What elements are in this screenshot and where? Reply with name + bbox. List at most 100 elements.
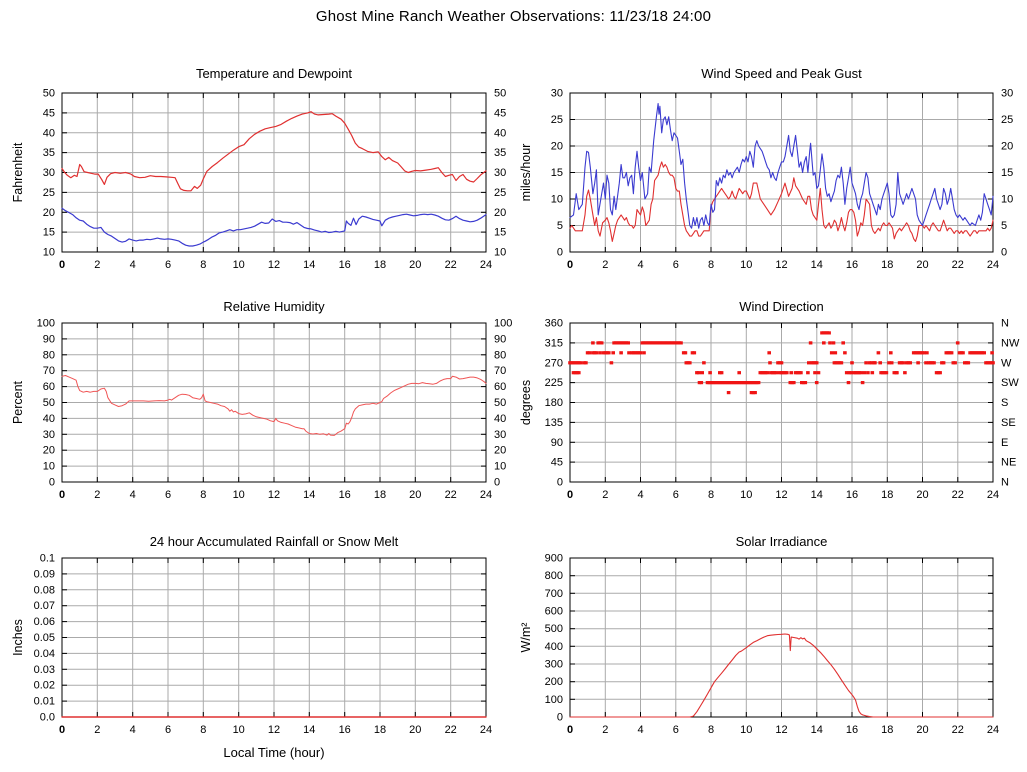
svg-text:Inches: Inches: [11, 619, 25, 656]
svg-text:0: 0: [567, 489, 573, 501]
svg-text:2: 2: [94, 259, 100, 271]
svg-text:16: 16: [339, 259, 351, 271]
svg-text:20: 20: [916, 724, 928, 736]
scatter-points: [568, 331, 995, 395]
svg-text:2: 2: [602, 724, 608, 736]
svg-text:10: 10: [43, 461, 55, 473]
svg-text:50: 50: [43, 397, 55, 409]
svg-text:24: 24: [480, 489, 492, 501]
svg-text:16: 16: [846, 489, 858, 501]
svg-text:5: 5: [557, 220, 563, 232]
svg-text:W/m²: W/m²: [519, 623, 533, 653]
svg-text:2: 2: [602, 489, 608, 501]
svg-text:70: 70: [43, 365, 55, 377]
svg-text:0: 0: [1001, 247, 1007, 259]
series-line: [569, 161, 994, 242]
svg-text:8: 8: [708, 724, 714, 736]
svg-text:8: 8: [200, 259, 206, 271]
svg-text:8: 8: [200, 724, 206, 736]
svg-text:24: 24: [987, 724, 999, 736]
svg-text:14: 14: [811, 259, 823, 271]
svg-text:360: 360: [545, 318, 563, 330]
svg-text:400: 400: [545, 641, 563, 653]
svg-text:60: 60: [43, 381, 55, 393]
svg-text:10: 10: [1001, 194, 1013, 206]
svg-text:50: 50: [43, 88, 55, 100]
svg-text:15: 15: [43, 227, 55, 239]
svg-text:5: 5: [1001, 220, 1007, 232]
svg-text:10: 10: [494, 461, 506, 473]
svg-text:2: 2: [94, 724, 100, 736]
svg-text:45: 45: [551, 457, 563, 469]
svg-text:25: 25: [494, 187, 506, 199]
svg-text:180: 180: [545, 397, 563, 409]
svg-text:40: 40: [43, 413, 55, 425]
svg-text:10: 10: [551, 194, 563, 206]
svg-text:22: 22: [445, 259, 457, 271]
svg-text:10: 10: [43, 247, 55, 259]
svg-text:18: 18: [881, 259, 893, 271]
svg-text:24: 24: [987, 489, 999, 501]
svg-text:0.1: 0.1: [40, 553, 55, 565]
svg-text:40: 40: [43, 127, 55, 139]
svg-text:200: 200: [545, 676, 563, 688]
svg-text:45: 45: [494, 107, 506, 119]
svg-text:25: 25: [1001, 114, 1013, 126]
svg-text:35: 35: [494, 147, 506, 159]
svg-text:degrees: degrees: [519, 380, 533, 425]
svg-text:10: 10: [494, 247, 506, 259]
svg-text:NW: NW: [1001, 337, 1020, 349]
svg-text:0: 0: [494, 477, 500, 489]
svg-text:20: 20: [494, 445, 506, 457]
svg-text:16: 16: [339, 489, 351, 501]
svg-text:16: 16: [846, 724, 858, 736]
svg-text:14: 14: [303, 489, 315, 501]
svg-text:15: 15: [494, 227, 506, 239]
svg-text:4: 4: [130, 489, 136, 501]
page-title: Ghost Mine Ranch Weather Observations: 1…: [315, 8, 712, 25]
svg-text:80: 80: [43, 349, 55, 361]
svg-text:22: 22: [952, 489, 964, 501]
svg-text:0.08: 0.08: [34, 584, 55, 596]
svg-text:14: 14: [811, 489, 823, 501]
svg-text:25: 25: [43, 187, 55, 199]
svg-text:12: 12: [268, 724, 280, 736]
svg-text:6: 6: [673, 259, 679, 271]
svg-text:270: 270: [545, 357, 563, 369]
svg-text:60: 60: [494, 381, 506, 393]
svg-text:20: 20: [494, 207, 506, 219]
svg-text:W: W: [1001, 357, 1012, 369]
svg-text:6: 6: [165, 724, 171, 736]
svg-text:15: 15: [1001, 167, 1013, 179]
svg-text:30: 30: [1001, 88, 1013, 100]
svg-text:22: 22: [445, 489, 457, 501]
svg-text:0: 0: [557, 247, 563, 259]
svg-text:18: 18: [881, 489, 893, 501]
svg-text:30: 30: [494, 167, 506, 179]
svg-text:10: 10: [740, 259, 752, 271]
svg-text:N: N: [1001, 477, 1009, 489]
svg-text:22: 22: [952, 724, 964, 736]
svg-text:500: 500: [545, 623, 563, 635]
svg-text:600: 600: [545, 606, 563, 618]
svg-text:90: 90: [494, 333, 506, 345]
svg-text:90: 90: [43, 333, 55, 345]
svg-text:50: 50: [494, 88, 506, 100]
svg-text:15: 15: [551, 167, 563, 179]
svg-text:6: 6: [673, 724, 679, 736]
svg-text:20: 20: [916, 489, 928, 501]
svg-text:4: 4: [637, 489, 643, 501]
svg-text:0.06: 0.06: [34, 616, 55, 628]
svg-text:4: 4: [637, 259, 643, 271]
svg-text:0.09: 0.09: [34, 568, 55, 580]
svg-text:0.04: 0.04: [34, 648, 55, 660]
svg-text:24: 24: [987, 259, 999, 271]
svg-text:25: 25: [551, 114, 563, 126]
svg-text:4: 4: [637, 724, 643, 736]
svg-text:SW: SW: [1001, 377, 1019, 389]
